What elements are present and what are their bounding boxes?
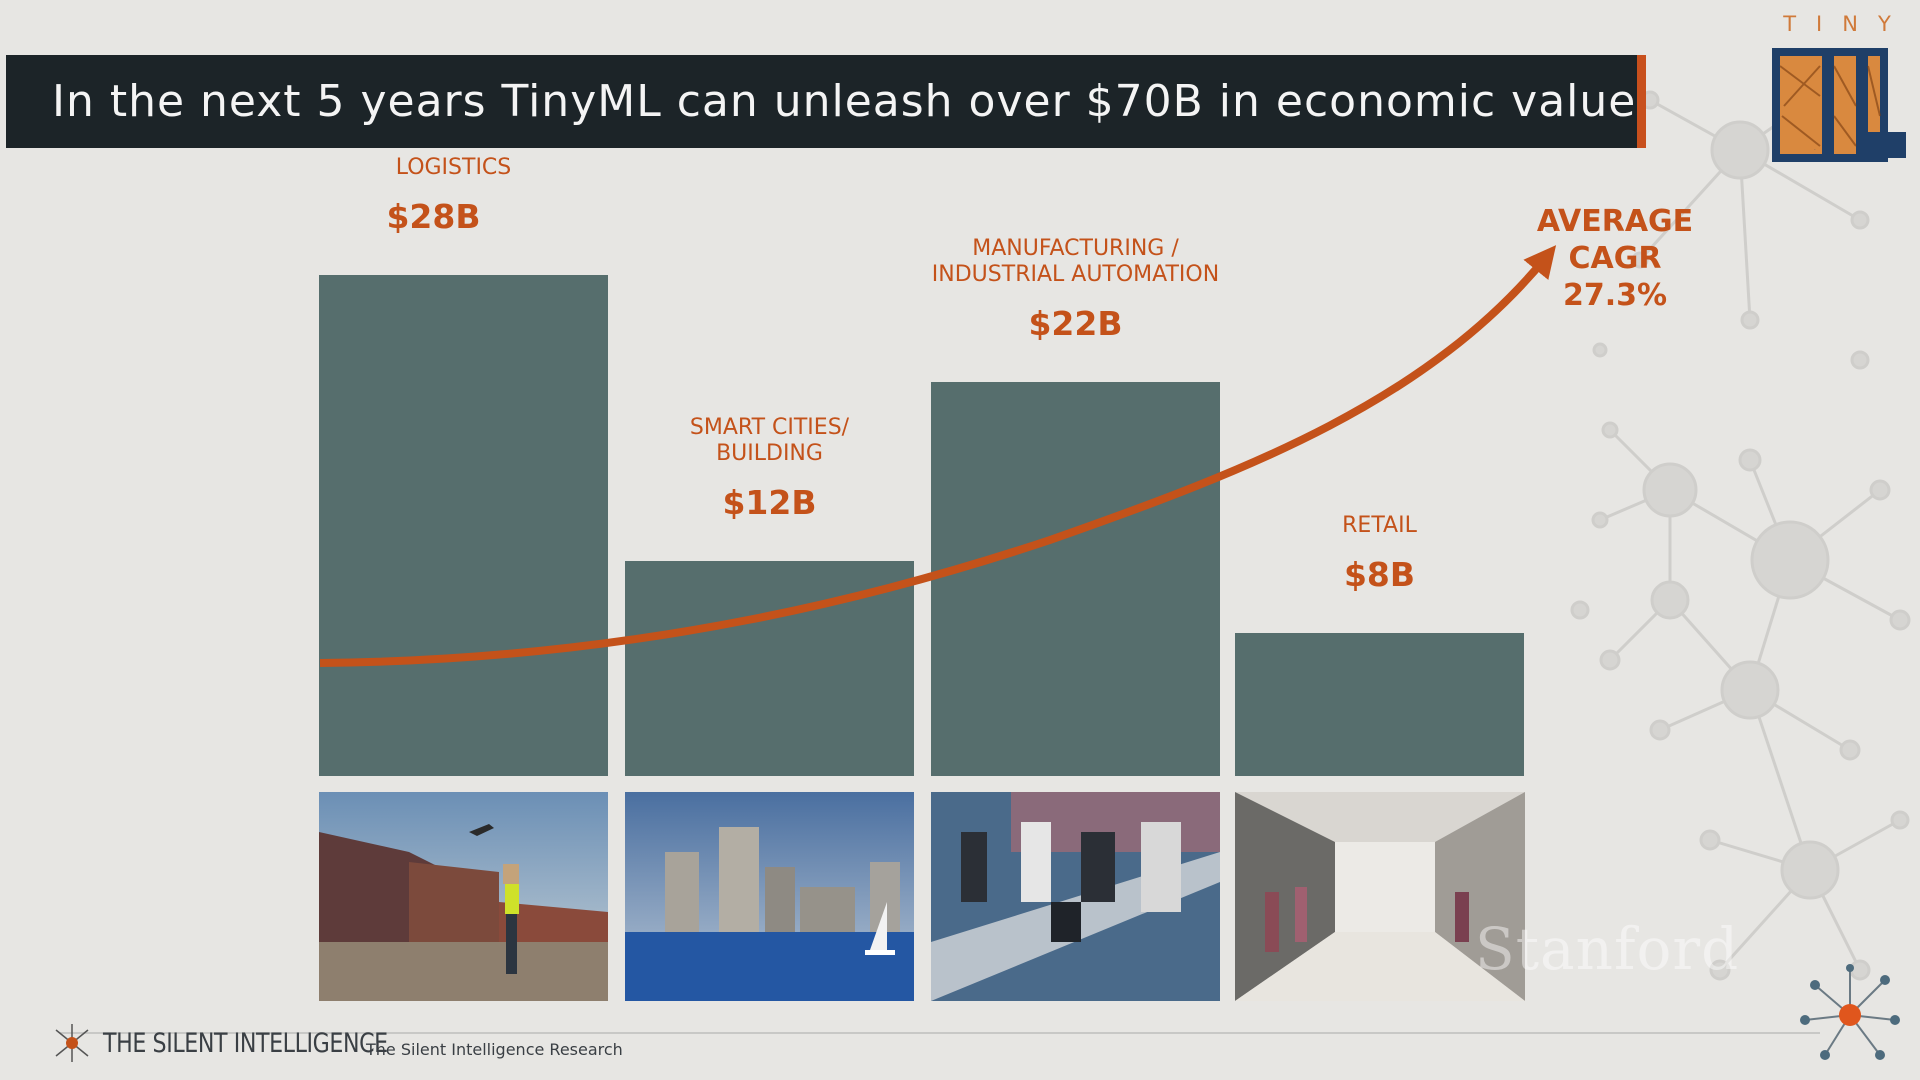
footer-credit: The Silent Intelligence Research (366, 1040, 623, 1059)
category-label-retail: RETAIL (1205, 513, 1554, 539)
tinyml-logo: TINY ML (1762, 12, 1912, 162)
network-decoration (1570, 70, 1911, 981)
category-label-line: BUILDING (716, 441, 823, 467)
bar-logistics (319, 274, 608, 776)
logo-ml-mark: ML (1772, 48, 1906, 162)
footer-divider (60, 1032, 1820, 1034)
category-label-logistics: LOGISTICS (279, 155, 628, 181)
corner-network-icon (1800, 964, 1900, 1060)
stanford-watermark: Stanford (1475, 915, 1740, 983)
cagr-line-2: CAGR (1568, 241, 1662, 276)
bar-smart-cities (625, 561, 914, 776)
category-label-line: LOGISTICS (395, 154, 512, 180)
value-label-smart-cities: $12B (722, 483, 817, 523)
retail-store-photo (1235, 792, 1525, 1001)
value-label-manufacturing: $22B (1028, 304, 1123, 344)
category-label-manufacturing: MANUFACTURING / INDUSTRIAL AUTOMATION (901, 236, 1250, 288)
svg-text:ML: ML (1814, 149, 1816, 151)
logistics-photo (319, 792, 608, 1001)
value-label-retail: $8B (1343, 554, 1416, 594)
category-label-line: RETAIL (1342, 512, 1417, 538)
category-label-line: INDUSTRIAL AUTOMATION (931, 262, 1220, 288)
footer-brand: THE SILENT INTELLIGENCE (103, 1028, 388, 1059)
cagr-line-3: 27.3% (1562, 278, 1668, 313)
city-skyline-photo (625, 792, 914, 1001)
logo-tiny-text: TINY (1783, 12, 1911, 36)
category-label-line: MANUFACTURING / (972, 236, 1179, 262)
title-bar: In the next 5 years TinyML can unleash o… (6, 55, 1646, 148)
factory-photo (931, 792, 1220, 1001)
value-label-logistics: $28B (386, 196, 481, 236)
bar-manufacturing (931, 382, 1220, 776)
slide-title: In the next 5 years TinyML can unleash o… (52, 76, 1637, 127)
category-label-smart-cities: SMART CITIES/BUILDING (595, 415, 944, 467)
silent-intelligence-logo-icon (55, 1024, 89, 1062)
cagr-annotation: AVERAGE CAGR 27.3% (1500, 203, 1730, 314)
category-label-line: SMART CITIES/ (689, 415, 850, 441)
bar-retail (1235, 632, 1524, 776)
cagr-line-1: AVERAGE (1536, 204, 1694, 239)
